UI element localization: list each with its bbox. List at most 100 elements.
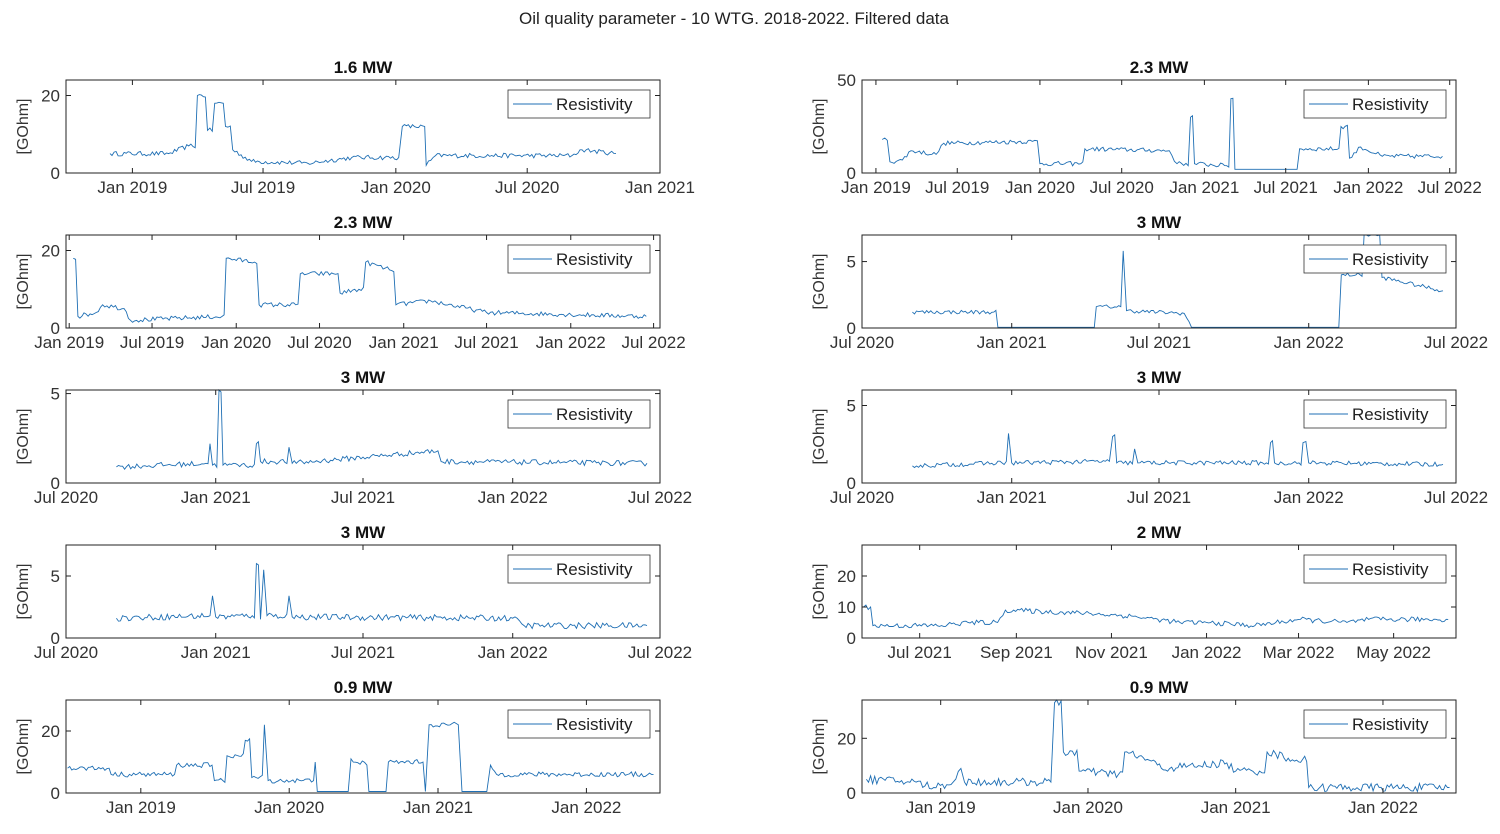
x-tick-label: Jan 2022: [536, 333, 606, 352]
series-line: [73, 257, 647, 323]
y-axis-label: [GOhm]: [15, 563, 32, 619]
x-tick-label: Jul 2019: [925, 178, 989, 197]
legend-label: Resistivity: [556, 405, 633, 424]
panel-title: 3 MW: [341, 368, 386, 387]
x-tick-label: Jul 2020: [34, 643, 98, 662]
x-tick-label: Jul 2022: [628, 643, 692, 662]
x-tick-label: Jul 2021: [331, 488, 395, 507]
y-axis-label: [GOhm]: [811, 408, 828, 464]
x-tick-label: Jan 2021: [625, 178, 695, 197]
x-tick-label: Jul 2020: [830, 333, 894, 352]
y-axis-label: [GOhm]: [15, 253, 32, 309]
axes-box: [65, 79, 661, 174]
x-tick-label: Jul 2022: [1424, 488, 1488, 507]
x-tick-label: Jan 2019: [841, 178, 911, 197]
y-tick-label: 20: [837, 567, 856, 586]
x-tick-label: May 2022: [1356, 643, 1431, 662]
y-tick-label: 20: [41, 242, 60, 261]
x-tick-label: Jul 2022: [621, 333, 685, 352]
x-tick-label: Jan 2021: [181, 488, 251, 507]
x-tick-label: Jul 2021: [1127, 333, 1191, 352]
x-tick-label: Jul 2019: [120, 333, 184, 352]
y-tick-label: 0: [847, 784, 856, 803]
axes-box: [65, 699, 661, 794]
panel-title: 3 MW: [341, 523, 386, 542]
x-tick-label: Jul 2021: [1127, 488, 1191, 507]
x-tick-label: Jul 2020: [34, 488, 98, 507]
x-tick-label: Jul 2019: [231, 178, 295, 197]
x-tick-label: Nov 2021: [1075, 643, 1148, 662]
panel-title: 2 MW: [1137, 523, 1182, 542]
y-tick-label: 5: [847, 397, 856, 416]
series-line: [863, 604, 1449, 629]
legend-label: Resistivity: [1352, 560, 1429, 579]
panel-title: 1.6 MW: [334, 58, 394, 77]
panel-title: 0.9 MW: [1130, 678, 1190, 697]
x-tick-label: Jan 2021: [403, 798, 473, 817]
legend-label: Resistivity: [556, 95, 633, 114]
axes-box: [65, 234, 661, 329]
y-tick-label: 0: [51, 474, 60, 493]
panel-title: 0.9 MW: [334, 678, 394, 697]
panel-title: 3 MW: [1137, 368, 1182, 387]
series-line: [912, 234, 1444, 328]
y-axis-label: [GOhm]: [15, 98, 32, 154]
figure-title: Oil quality parameter - 10 WTG. 2018-202…: [519, 9, 949, 28]
y-tick-label: 0: [51, 319, 60, 338]
chart-panel: 0.9 MW [GOhm] 0 20 Jan 2019 Jan 2020 Jan 2021 J…: [15, 678, 661, 817]
y-tick-label: 20: [41, 87, 60, 106]
x-tick-label: Jul 2020: [287, 333, 351, 352]
series-line: [866, 699, 1450, 793]
chart-panel: 2.3 MW [GOhm] 0 50 Jan 2019 Jul 2019 Jan 2020 J…: [811, 58, 1482, 197]
x-tick-label: Jan 2021: [977, 488, 1047, 507]
x-tick-label: Jan 2020: [254, 798, 324, 817]
legend-label: Resistivity: [556, 560, 633, 579]
legend-label: Resistivity: [1352, 715, 1429, 734]
x-tick-label: Jul 2021: [454, 333, 518, 352]
axes-box: [861, 79, 1457, 174]
y-tick-label: 0: [847, 164, 856, 183]
chart-panel: 3 MW [GOhm] 0 5 Jul 2020 Jan 2021 Jul 2021 Jan …: [15, 368, 692, 507]
x-tick-label: Jan 2022: [1333, 178, 1403, 197]
chart-panel: 1.6 MW [GOhm] 0 20 Jan 2019 Jul 2019 Jan 2020 J…: [15, 58, 695, 197]
x-tick-label: Jan 2021: [977, 333, 1047, 352]
y-axis-label: [GOhm]: [811, 98, 828, 154]
y-axis-label: [GOhm]: [811, 563, 828, 619]
x-tick-label: Jan 2022: [478, 488, 548, 507]
x-tick-label: Jan 2020: [1053, 798, 1123, 817]
x-tick-label: Jan 2019: [906, 798, 976, 817]
x-tick-label: Jul 2022: [628, 488, 692, 507]
y-tick-label: 20: [41, 722, 60, 741]
series-line: [116, 388, 648, 470]
panel-title: 3 MW: [1137, 213, 1182, 232]
x-tick-label: Jul 2020: [1090, 178, 1154, 197]
y-tick-label: 10: [837, 598, 856, 617]
series-line: [912, 433, 1444, 469]
x-tick-label: Jul 2022: [1424, 333, 1488, 352]
y-axis-label: [GOhm]: [811, 718, 828, 774]
x-tick-label: Jan 2021: [1169, 178, 1239, 197]
x-tick-label: Jan 2021: [181, 643, 251, 662]
legend-label: Resistivity: [556, 250, 633, 269]
x-tick-label: Sep 2021: [980, 643, 1053, 662]
y-tick-label: 5: [847, 253, 856, 272]
x-tick-label: Jul 2021: [1254, 178, 1318, 197]
y-tick-label: 0: [847, 629, 856, 648]
y-axis-label: [GOhm]: [15, 718, 32, 774]
y-tick-label: 0: [51, 164, 60, 183]
x-tick-label: Jan 2019: [34, 333, 104, 352]
legend-label: Resistivity: [1352, 95, 1429, 114]
axes-box: [861, 544, 1457, 639]
axes-box: [861, 699, 1457, 794]
x-tick-label: Jan 2022: [551, 798, 621, 817]
legend-label: Resistivity: [556, 715, 633, 734]
x-tick-label: Jul 2021: [888, 643, 952, 662]
chart-panel: 3 MW [GOhm] 0 5 Jul 2020 Jan 2021 Jul 2021 Jan …: [811, 368, 1488, 507]
y-tick-label: 20: [837, 729, 856, 748]
x-tick-label: Jan 2022: [1274, 333, 1344, 352]
y-tick-label: 0: [847, 474, 856, 493]
legend-label: Resistivity: [1352, 250, 1429, 269]
x-tick-label: Mar 2022: [1263, 643, 1335, 662]
y-tick-label: 50: [837, 71, 856, 90]
